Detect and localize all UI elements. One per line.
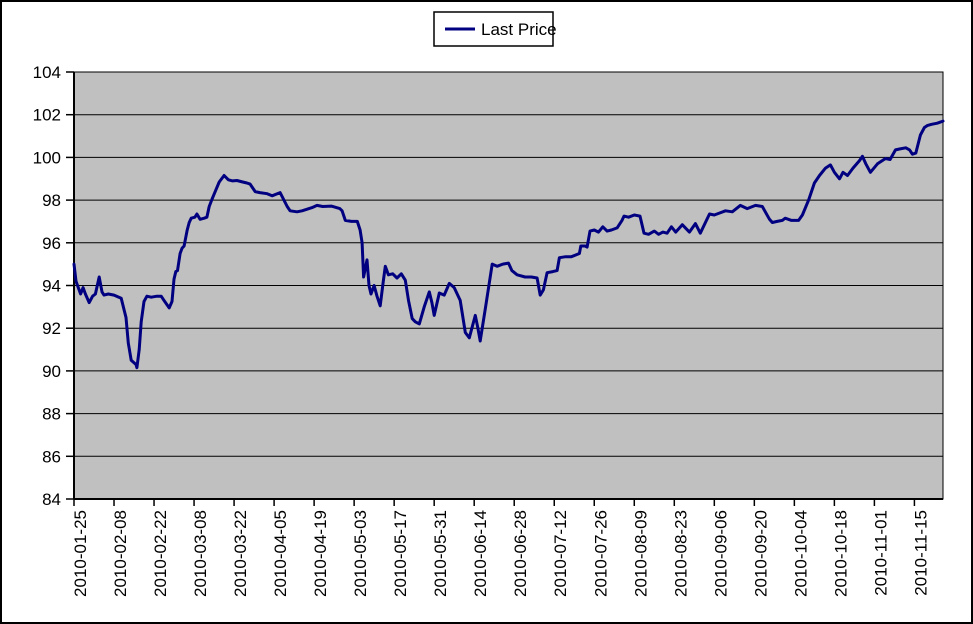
x-tick-label: 2010-03-08 <box>191 510 210 597</box>
x-tick-label: 2010-07-12 <box>551 510 570 597</box>
x-tick-label: 2010-05-17 <box>391 510 410 597</box>
plot-layer: 104 102 100 98 96 94 92 90 88 86 84 2010-01-25 2010-… <box>33 63 945 597</box>
x-tick-label: 2010-05-03 <box>351 510 370 597</box>
y-tick-label: 84 <box>42 490 61 509</box>
x-tick-label: 2010-08-23 <box>671 510 690 597</box>
y-tick-label: 102 <box>33 106 61 125</box>
y-tick-label: 94 <box>42 277 61 296</box>
x-tick-label: 2010-09-06 <box>711 510 730 597</box>
x-tick-label: 2010-06-28 <box>511 510 530 597</box>
y-tick-label: 88 <box>42 405 61 424</box>
x-tick-label: 2010-02-22 <box>151 510 170 597</box>
x-tick-label: 2010-09-20 <box>751 510 770 597</box>
x-tick-label: 2010-03-22 <box>231 510 250 597</box>
y-tick-label: 96 <box>42 234 61 253</box>
y-tick-label: 104 <box>33 63 61 82</box>
x-tick-label: 2010-04-05 <box>271 510 290 597</box>
x-tick-label: 2010-11-15 <box>911 510 930 596</box>
x-tick-label: 2010-05-31 <box>431 510 450 597</box>
x-tick-label: 2010-11-01 <box>871 510 890 596</box>
legend-label: Last Price <box>481 20 557 39</box>
y-tick-label: 100 <box>33 148 61 167</box>
x-tick-label: 2010-08-09 <box>631 510 650 597</box>
x-tick-label: 2010-04-19 <box>311 510 330 597</box>
y-tick-label: 92 <box>42 319 61 338</box>
y-tick-label: 90 <box>42 362 61 381</box>
x-tick-label: 2010-10-04 <box>791 510 810 597</box>
y-tick-label: 86 <box>42 447 61 466</box>
legend: Last Price <box>433 11 557 47</box>
x-tick-label: 2010-07-26 <box>591 510 610 597</box>
x-tick-label: 2010-10-18 <box>831 510 850 597</box>
x-tick-label: 2010-06-14 <box>471 510 490 597</box>
price-line <box>72 119 945 370</box>
x-tick-label: 2010-01-25 <box>71 510 90 597</box>
x-tick-label: 2010-02-08 <box>111 510 130 597</box>
y-tick-label: 98 <box>42 191 61 210</box>
